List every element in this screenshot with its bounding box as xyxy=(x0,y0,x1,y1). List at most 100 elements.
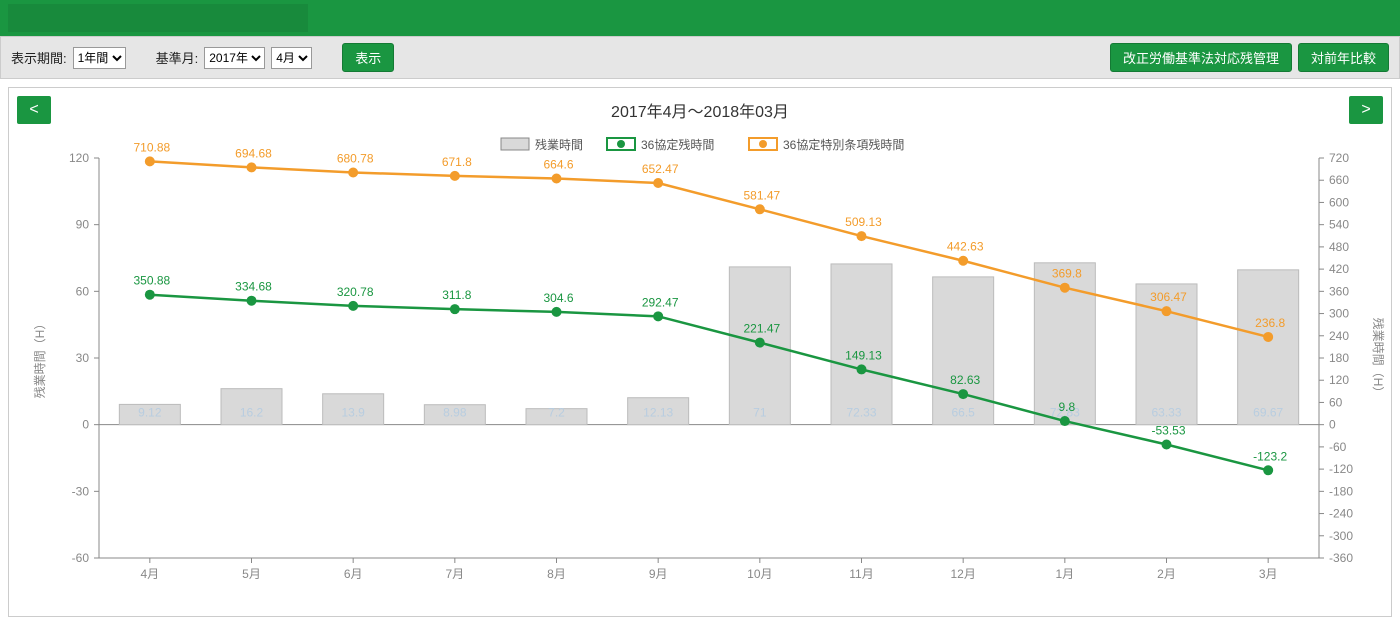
bar-value-label: 13.9 xyxy=(341,406,365,420)
bar-value-label: 9.12 xyxy=(138,406,162,420)
bar-value-label: 66.5 xyxy=(951,406,975,420)
orange-value-label: 652.47 xyxy=(642,162,679,176)
labor-law-button[interactable]: 改正労働基準法対応残管理 xyxy=(1110,43,1292,72)
orange-value-label: 694.68 xyxy=(235,146,272,160)
left-tick-label: 60 xyxy=(76,284,90,298)
orange-value-label: 581.47 xyxy=(743,188,780,202)
green-value-label: 292.47 xyxy=(642,295,679,309)
x-tick-label: 6月 xyxy=(344,567,363,581)
right-tick-label: 660 xyxy=(1329,173,1349,187)
bar-value-label: 71 xyxy=(753,406,767,420)
green-marker xyxy=(552,307,562,317)
logo-placeholder xyxy=(8,4,308,32)
orange-line xyxy=(150,161,1268,337)
chart-title: 2017年4月～2018年03月 xyxy=(9,88,1391,128)
bar-value-label: 7.2 xyxy=(548,406,565,420)
right-tick-label: 600 xyxy=(1329,195,1349,209)
right-tick-label: 300 xyxy=(1329,307,1349,321)
left-tick-label: 0 xyxy=(82,418,89,432)
green-marker xyxy=(1263,465,1273,475)
green-value-label: 9.8 xyxy=(1058,400,1075,414)
green-value-label: 320.78 xyxy=(337,285,374,299)
legend-label: 36協定特別条項残時間 xyxy=(783,137,904,152)
green-marker xyxy=(653,311,663,321)
x-tick-label: 3月 xyxy=(1259,567,1278,581)
x-tick-label: 2月 xyxy=(1157,567,1176,581)
bar-value-label: 72.33 xyxy=(846,406,876,420)
orange-value-label: 369.8 xyxy=(1052,267,1082,281)
bar-value-label: 16.2 xyxy=(240,406,264,420)
orange-value-label: 236.8 xyxy=(1255,316,1285,330)
green-marker xyxy=(145,290,155,300)
x-tick-label: 1月 xyxy=(1055,567,1074,581)
x-tick-label: 7月 xyxy=(445,567,464,581)
left-tick-label: -30 xyxy=(72,484,90,498)
bar xyxy=(933,277,994,425)
green-marker xyxy=(958,389,968,399)
year-select[interactable]: 2017年 xyxy=(204,47,265,69)
period-select[interactable]: 1年間 xyxy=(73,47,126,69)
chart-panel: < > 2017年4月～2018年03月 残業時間36協定残時間36協定特別条項… xyxy=(8,87,1392,617)
right-tick-label: 60 xyxy=(1329,395,1343,409)
orange-marker xyxy=(145,156,155,166)
green-value-label: -123.2 xyxy=(1253,449,1287,463)
base-month-label: 基準月: xyxy=(156,48,199,67)
x-tick-label: 9月 xyxy=(649,567,668,581)
month-select[interactable]: 4月 xyxy=(271,47,312,69)
bar-value-label: 8.98 xyxy=(443,406,467,420)
show-button[interactable]: 表示 xyxy=(342,43,394,72)
green-marker xyxy=(1162,439,1172,449)
green-value-label: 334.68 xyxy=(235,280,272,294)
orange-marker xyxy=(857,231,867,241)
left-tick-label: 90 xyxy=(76,218,90,232)
compare-prev-year-button[interactable]: 対前年比較 xyxy=(1298,43,1389,72)
right-tick-label: 120 xyxy=(1329,373,1349,387)
orange-marker xyxy=(450,171,460,181)
next-period-button[interactable]: > xyxy=(1349,96,1383,124)
orange-value-label: 442.63 xyxy=(947,240,984,254)
green-value-label: -53.53 xyxy=(1151,423,1185,437)
x-tick-label: 4月 xyxy=(140,567,159,581)
green-marker xyxy=(348,301,358,311)
green-marker xyxy=(1060,416,1070,426)
left-tick-label: 30 xyxy=(76,351,90,365)
green-value-label: 311.8 xyxy=(442,288,471,302)
overtime-chart: 残業時間36協定残時間36協定特別条項残時間-60-300306090120残業… xyxy=(9,128,1393,608)
green-marker xyxy=(857,364,867,374)
bar xyxy=(831,264,892,425)
legend-marker xyxy=(617,140,625,148)
bar-value-label: 69.67 xyxy=(1253,406,1283,420)
green-marker xyxy=(247,296,257,306)
orange-marker xyxy=(552,174,562,184)
left-tick-label: 120 xyxy=(69,151,89,165)
orange-marker xyxy=(348,168,358,178)
orange-marker xyxy=(1263,332,1273,342)
bar-value-label: 12.13 xyxy=(643,406,673,420)
orange-marker xyxy=(247,162,257,172)
green-value-label: 82.63 xyxy=(950,373,980,387)
orange-marker xyxy=(653,178,663,188)
right-tick-label: -60 xyxy=(1329,440,1347,454)
green-value-label: 350.88 xyxy=(133,274,170,288)
orange-value-label: 509.13 xyxy=(845,215,882,229)
bar xyxy=(1238,270,1299,425)
green-marker xyxy=(450,304,460,314)
bar-value-label: 63.33 xyxy=(1151,406,1181,420)
orange-value-label: 680.78 xyxy=(337,152,374,166)
green-marker xyxy=(755,338,765,348)
right-tick-label: -120 xyxy=(1329,462,1353,476)
right-tick-label: 720 xyxy=(1329,151,1349,165)
legend-marker xyxy=(759,140,767,148)
orange-value-label: 671.8 xyxy=(442,155,472,169)
green-value-label: 149.13 xyxy=(845,348,882,362)
orange-marker xyxy=(1060,283,1070,293)
orange-marker xyxy=(1162,306,1172,316)
orange-value-label: 710.88 xyxy=(133,140,170,154)
x-tick-label: 11月 xyxy=(849,567,873,581)
right-tick-label: -300 xyxy=(1329,529,1353,543)
orange-value-label: 306.47 xyxy=(1150,290,1187,304)
green-line xyxy=(150,295,1268,471)
x-tick-label: 5月 xyxy=(242,567,261,581)
right-tick-label: 240 xyxy=(1329,329,1349,343)
prev-period-button[interactable]: < xyxy=(17,96,51,124)
